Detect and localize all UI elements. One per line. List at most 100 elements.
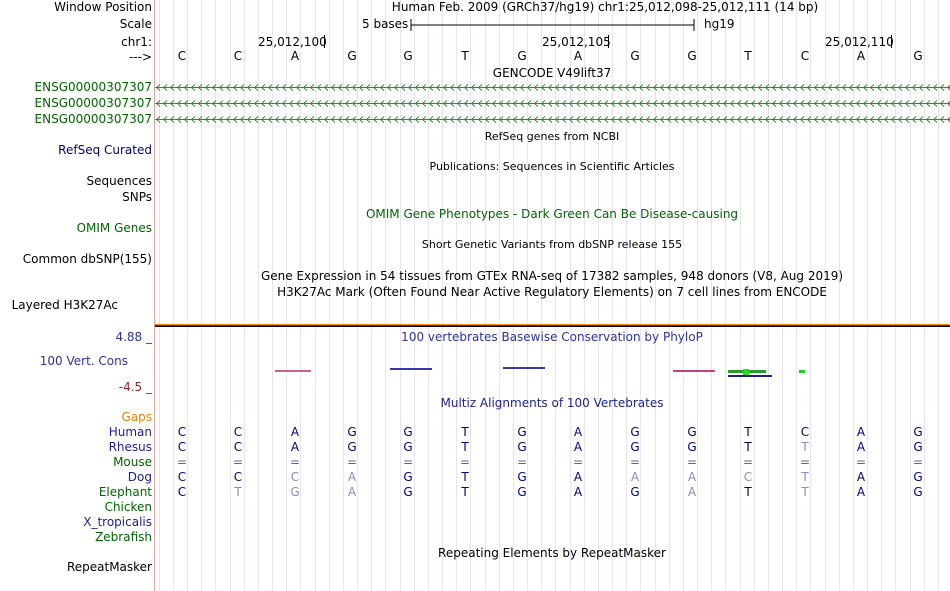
grid-line (230, 0, 231, 591)
ref-base: G (403, 49, 413, 63)
grid-line (924, 0, 925, 591)
grid-line (201, 0, 202, 591)
alignment-base: T (461, 485, 469, 499)
alignment-base: = (402, 455, 414, 469)
omim-track-title: OMIM Gene Phenotypes - Dark Green Can Be… (365, 207, 739, 221)
alignment-base: T (461, 425, 469, 439)
alignment-base: A (856, 425, 866, 439)
species-label-human[interactable]: Human (108, 425, 152, 439)
phylop-bar (503, 367, 545, 369)
alignment-base: = (912, 455, 924, 469)
species-label-xtropicalis[interactable]: X_tropicalis (83, 515, 152, 529)
alignment-base: A (347, 470, 357, 484)
phylop-bar (743, 369, 749, 375)
ref-base: G (517, 49, 527, 63)
repeatmasker-track-label[interactable]: RepeatMasker (66, 560, 152, 574)
alignment-base: G (913, 440, 923, 454)
alignment-base: G (913, 470, 923, 484)
grid-line (910, 0, 911, 591)
ref-base: G (913, 49, 923, 63)
species-label-elephant[interactable]: Elephant (98, 485, 152, 499)
phylop-bar (275, 370, 311, 372)
gencode-gene-label-1[interactable]: ENSG00000307307 (34, 80, 152, 94)
omim-track-label[interactable]: OMIM Genes (76, 221, 152, 235)
grid-line (513, 0, 514, 591)
gaps-label: Gaps (121, 410, 152, 424)
species-label-dog[interactable]: Dog (127, 470, 152, 484)
phylop-bar (673, 370, 715, 372)
h3k27ac-signal-red (155, 325, 950, 326)
alignment-base: = (799, 455, 811, 469)
gencode-gene-2[interactable] (155, 99, 950, 108)
alignment-base: G (517, 470, 527, 484)
alignment-base: G (517, 485, 527, 499)
phylop-min-label: -4.5 _ (118, 380, 152, 394)
phylop-bar (390, 368, 432, 370)
alignment-base: = (289, 455, 301, 469)
alignment-base: T (461, 470, 469, 484)
scale-assembly: hg19 (704, 17, 735, 31)
grid-line (711, 0, 712, 591)
phylop-bar (728, 375, 772, 377)
dbsnp-track-title: Short Genetic Variants from dbSNP releas… (421, 238, 683, 251)
sequences-track-label[interactable]: Sequences (86, 174, 152, 188)
grid-line (400, 0, 401, 591)
grid-line (754, 0, 755, 591)
ref-base: C (177, 49, 187, 63)
grid-line (796, 0, 797, 591)
alignment-base: C (233, 440, 243, 454)
multiz-track-title: Multiz Alignments of 100 Vertebrates (440, 396, 664, 410)
grid-line (215, 0, 216, 591)
gencode-gene-label-2[interactable]: ENSG00000307307 (34, 96, 152, 110)
track-area[interactable]: Human Feb. 2009 (GRCh37/hg19) chr1:25,01… (155, 0, 950, 591)
gencode-gene-1[interactable] (155, 83, 950, 92)
alignment-base: A (687, 485, 697, 499)
grid-line (499, 0, 500, 591)
phylop-track-label[interactable]: 100 Vert. Cons (39, 354, 128, 368)
phylop-bar (799, 370, 805, 373)
alignment-base: C (743, 470, 753, 484)
alignment-base: T (801, 485, 809, 499)
scale-bar (410, 19, 695, 31)
gencode-gene-3[interactable] (155, 115, 950, 124)
position-tick-1 (324, 35, 325, 48)
species-label-rhesus[interactable]: Rhesus (108, 440, 152, 454)
gtex-track-title: Gene Expression in 54 tissues from GTEx … (260, 269, 844, 283)
snps-track-label[interactable]: SNPs (122, 190, 152, 204)
alignment-base: C (177, 440, 187, 454)
grid-line (485, 0, 486, 591)
grid-line (244, 0, 245, 591)
h3k27ac-track-label[interactable]: Layered H3K27Ac (11, 298, 118, 312)
species-label-chicken[interactable]: Chicken (104, 500, 152, 514)
alignment-base: G (517, 425, 527, 439)
gencode-gene-label-3[interactable]: ENSG00000307307 (34, 112, 152, 126)
species-label-zebrafish[interactable]: Zebrafish (95, 530, 152, 544)
species-label-mouse[interactable]: Mouse (113, 455, 152, 469)
alignment-base: A (573, 440, 583, 454)
grid-line (159, 0, 160, 591)
alignment-base: C (177, 425, 187, 439)
ref-base: A (573, 49, 583, 63)
grid-line (725, 0, 726, 591)
alignment-base: A (573, 485, 583, 499)
grid-line (768, 0, 769, 591)
dbsnp-track-label[interactable]: Common dbSNP(155) (22, 252, 152, 266)
h3k27ac-signal-orange (155, 324, 950, 325)
grid-line (541, 0, 542, 591)
window-position-value: Human Feb. 2009 (GRCh37/hg19) chr1:25,01… (391, 0, 819, 14)
alignment-base: G (687, 425, 697, 439)
grid-line (612, 0, 613, 591)
alignment-base: G (630, 485, 640, 499)
grid-line (385, 0, 386, 591)
grid-line (414, 0, 415, 591)
position-label-1: 25,012,100 (258, 35, 327, 49)
alignment-base: G (403, 470, 413, 484)
grid-line (258, 0, 259, 591)
gencode-track-title: GENCODE V49lift37 (492, 66, 612, 80)
ref-base: T (461, 49, 469, 63)
alignment-base: = (686, 455, 698, 469)
alignment-base: A (290, 440, 300, 454)
refseq-track-label[interactable]: RefSeq Curated (58, 143, 152, 157)
alignment-base: G (290, 485, 300, 499)
